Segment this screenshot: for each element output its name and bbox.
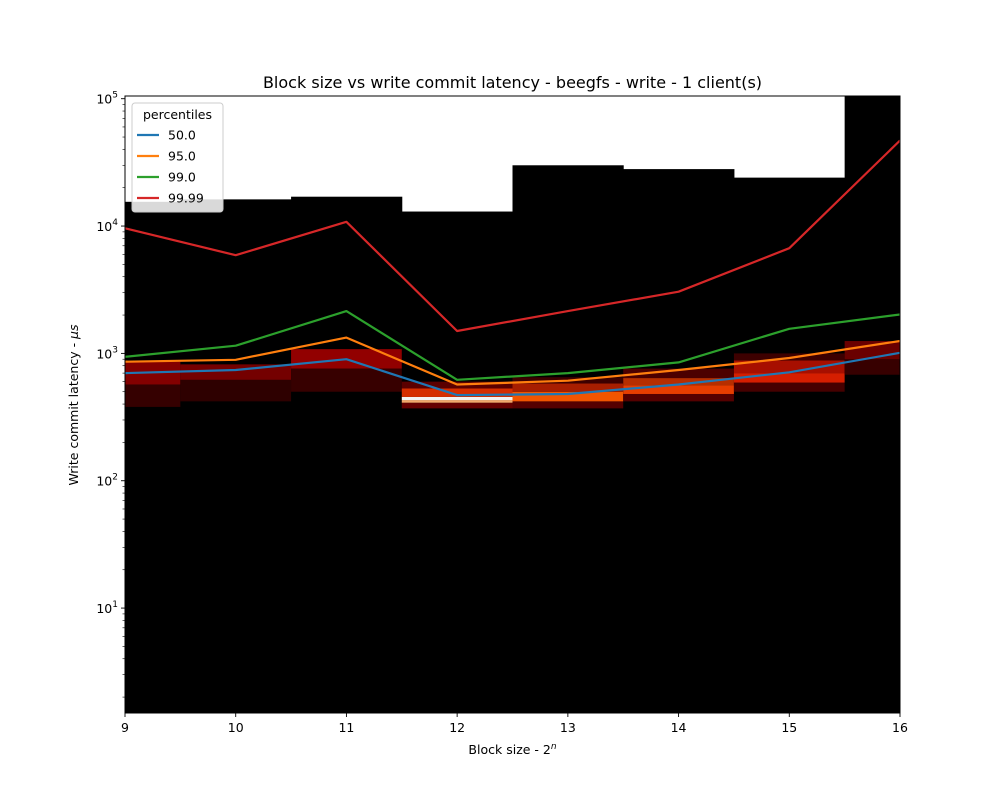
heatmap-column [401, 211, 513, 713]
heatmap-cell [844, 359, 900, 375]
heatmap-cell [291, 368, 403, 392]
heatmap-cell [733, 360, 846, 374]
heatmap-cell [401, 396, 513, 401]
x-tick-label: 12 [449, 720, 465, 735]
y-axis-label: Write commit latency - μs [66, 324, 81, 486]
legend-box [131, 102, 224, 213]
heatmap-column [180, 199, 292, 713]
x-axis-label: Block size - 2n [468, 742, 556, 757]
x-tick-label: 16 [892, 720, 908, 735]
heatmap-cell [512, 391, 624, 402]
series-line-50.0 [125, 351, 900, 397]
series-line-95.0 [125, 336, 900, 386]
heatmap-column [733, 177, 846, 713]
heatmap-cell [180, 379, 292, 402]
heatmap-cell [125, 384, 181, 407]
heatmap-cell [512, 383, 624, 392]
legend-title: percentiles [143, 107, 212, 122]
y-tick-label: 101 [96, 600, 118, 616]
x-tick-label: 9 [121, 720, 129, 735]
y-tick-label: 103 [96, 345, 118, 361]
axes: 9 10 11 12 13 14 15 16 101 102 103 104 105 [96, 91, 908, 735]
heatmap-cell [401, 400, 513, 403]
heatmap-cell [401, 402, 513, 409]
heatmap-cell [844, 341, 900, 360]
x-tick-label: 10 [228, 720, 244, 735]
x-tick-label: 15 [781, 720, 797, 735]
x-tick-label: 13 [560, 720, 576, 735]
heatmap-column [512, 165, 624, 713]
y-tick-label: 104 [96, 218, 118, 234]
legend-entry: 99.99 [168, 191, 204, 206]
heatmap-cell [623, 378, 735, 386]
plot-frame [124, 95, 901, 714]
heatmap-cell [401, 388, 513, 397]
heatmap-cell [733, 382, 846, 392]
x-tick-label: 11 [338, 720, 354, 735]
legend: percentiles 50.0 95.0 99.0 99.99 [131, 102, 224, 213]
series-line-99.0 [125, 310, 900, 381]
legend-entry: 95.0 [168, 149, 196, 164]
heatmap-cell [623, 393, 735, 402]
legend-entry: 50.0 [168, 128, 196, 143]
heatmap-cell [623, 368, 735, 379]
y-tick-label: 102 [96, 473, 118, 489]
heatmap-cell [623, 385, 735, 394]
heatmap-cell [512, 401, 624, 409]
chart-title: Block size vs write commit latency - bee… [263, 73, 762, 92]
heatmap-column [844, 96, 900, 713]
heatmap-column [291, 196, 403, 713]
x-tick-label: 14 [671, 720, 687, 735]
heatmap-cell [733, 373, 846, 383]
y-tick-label: 105 [96, 91, 118, 107]
plot-area [125, 96, 900, 713]
heatmap-column [623, 169, 735, 713]
legend-entry: 99.0 [168, 170, 196, 185]
series-line-99.99 [125, 139, 900, 333]
heatmap-column [125, 201, 181, 713]
